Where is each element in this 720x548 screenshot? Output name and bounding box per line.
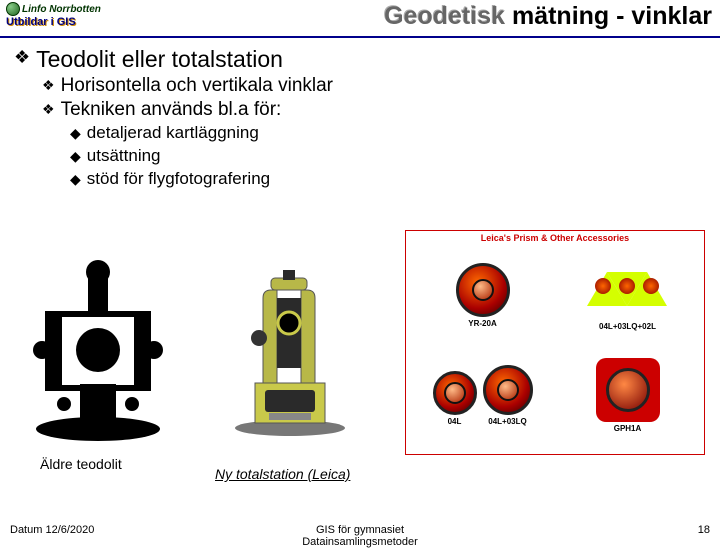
sub1b-text: Tekniken används bl.a för: [61,99,282,121]
old-theodolite-image [18,254,178,444]
bullet-level2: ❖ Horisontella och vertikala vinklar [42,75,706,97]
diamond-bullet-icon: ❖ [42,75,55,96]
dot-bullet-icon: ◆ [70,169,81,190]
leica-accessories-panel: Leica's Prism & Other Accessories YR-20A… [405,230,705,455]
triple-prism-icon [583,260,673,320]
slide-footer: Datum 12/6/2020 GIS för gymnasiet Datain… [0,524,720,536]
sub1a-text: Horisontella och vertikala vinklar [61,75,333,97]
bullet-level2: ❖ Tekniken används bl.a för: [42,99,706,121]
slide-header: Linfo Norrbotten Utbildar i GIS Geodetis… [0,0,720,38]
caption-totalstation: Ny totalstation (Leica) [215,466,350,482]
prism-icon [456,263,510,317]
slide-title: Geodetisk mätning - vinklar [384,2,712,31]
caption-old-theodolite: Äldre teodolit [40,456,122,472]
footer-date: Datum 12/6/2020 [10,524,94,536]
theodolite-icon [18,254,178,444]
bullet-level3: ◆ utsättning [70,146,706,167]
bullet-level1: ❖ Teodolit eller totalstation [14,46,706,73]
leica-label: 04L+03LQ+02L [599,322,656,331]
sub2c-text: stöd för flygfotografering [87,169,270,189]
images-row: Leica's Prism & Other Accessories YR-20A… [0,240,720,470]
leica-label: 04L+03LQ [483,417,533,426]
logo: Linfo Norrbotten Utbildar i GIS [6,2,101,28]
bullet-level3: ◆ detaljerad kartläggning [70,123,706,144]
leica-panel-title: Leica's Prism & Other Accessories [406,231,704,245]
leica-label: GPH1A [614,424,642,433]
totalstation-icon [215,268,370,438]
dot-bullet-icon: ◆ [70,146,81,167]
sub2a-text: detaljerad kartläggning [87,123,259,143]
title-part-black: mätning - vinklar [505,2,712,30]
logo-text-line1: Linfo Norrbotten [22,4,101,15]
bullet1-text: Teodolit eller totalstation [36,46,283,73]
logo-top-row: Linfo Norrbotten [6,2,101,16]
footer-center-line1: GIS för gymnasiet [302,524,418,536]
leica-cell-4: GPH1A [555,345,700,445]
footer-center-line2: Datainsamlingsmetoder [302,536,418,548]
title-part-gray: Geodetisk [384,2,505,30]
totalstation-image [215,268,370,438]
globe-icon [6,2,20,16]
footer-page-number: 18 [698,524,710,536]
diamond-bullet-icon: ❖ [14,46,30,69]
sub2b-text: utsättning [87,146,161,166]
leica-label: YR-20A [468,319,496,328]
logo-text-line2: Utbildar i GIS [6,16,76,28]
content-area: ❖ Teodolit eller totalstation ❖ Horisont… [0,38,720,190]
leica-cell-3: 04L 04L+03LQ [410,345,555,445]
footer-center: GIS för gymnasiet Datainsamlingsmetoder [302,524,418,548]
housed-prism-icon [596,358,660,422]
diamond-bullet-icon: ❖ [42,99,55,120]
leica-cell-1: YR-20A [410,245,555,345]
prism-icon: 04L [433,371,477,426]
leica-grid: YR-20A 04L+03LQ+02L 04L [406,245,704,445]
leica-label: 04L [433,417,477,426]
bullet-level3: ◆ stöd för flygfotografering [70,169,706,190]
dot-bullet-icon: ◆ [70,123,81,144]
leica-cell-2: 04L+03LQ+02L [555,245,700,345]
prism-icon: 04L+03LQ [483,365,533,426]
